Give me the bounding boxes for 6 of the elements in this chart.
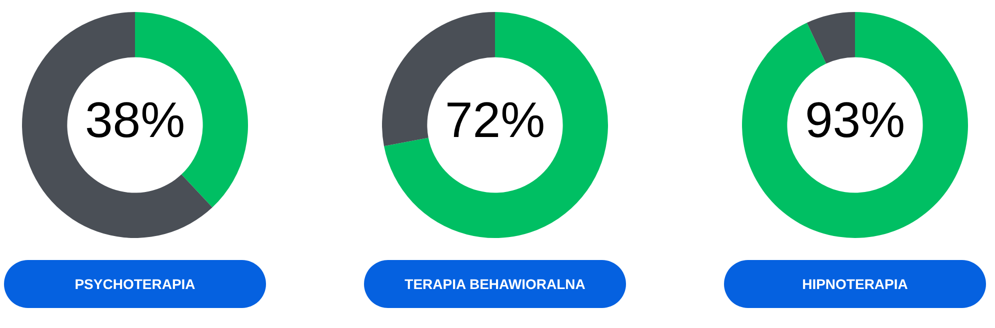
data-label: 38% bbox=[84, 92, 186, 148]
data-label: 93% bbox=[804, 92, 906, 148]
text: PSYCHOTERAPIA bbox=[4, 260, 266, 308]
data-label: 72% bbox=[444, 92, 546, 148]
text: HIPNOTERAPIA bbox=[724, 260, 986, 308]
text: TERAPIA BEHAWIORALNA bbox=[364, 260, 626, 308]
